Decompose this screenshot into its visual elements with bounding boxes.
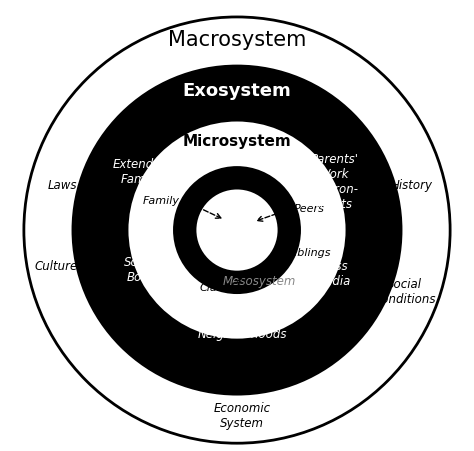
Text: Exosystem: Exosystem xyxy=(182,82,292,100)
Text: Classroom: Classroom xyxy=(200,282,258,292)
Text: Neighborhoods: Neighborhoods xyxy=(197,327,287,341)
Text: Parents'
Work
Environ-
ments: Parents' Work Environ- ments xyxy=(310,153,359,211)
Text: Macrosystem: Macrosystem xyxy=(168,30,306,50)
Text: Social
Conditions: Social Conditions xyxy=(373,277,436,305)
Text: School
Board: School Board xyxy=(124,255,163,283)
Text: Siblings: Siblings xyxy=(288,248,331,258)
Text: Mass
Media: Mass Media xyxy=(316,259,351,287)
Text: Microsystem: Microsystem xyxy=(182,134,292,149)
Circle shape xyxy=(24,18,450,443)
Circle shape xyxy=(174,168,300,293)
Text: Family: Family xyxy=(143,195,180,205)
Text: Mesosystem: Mesosystem xyxy=(223,275,296,288)
Text: Extended
Family: Extended Family xyxy=(113,158,169,186)
Text: Economic
System: Economic System xyxy=(213,401,271,429)
Text: Peers: Peers xyxy=(294,203,325,213)
Circle shape xyxy=(128,121,346,340)
Text: Culture: Culture xyxy=(35,259,78,272)
Text: History: History xyxy=(391,179,433,192)
Circle shape xyxy=(196,190,278,271)
Text: Individual
Child: Individual Child xyxy=(199,213,275,244)
Circle shape xyxy=(73,66,401,395)
Text: Laws: Laws xyxy=(48,179,77,192)
